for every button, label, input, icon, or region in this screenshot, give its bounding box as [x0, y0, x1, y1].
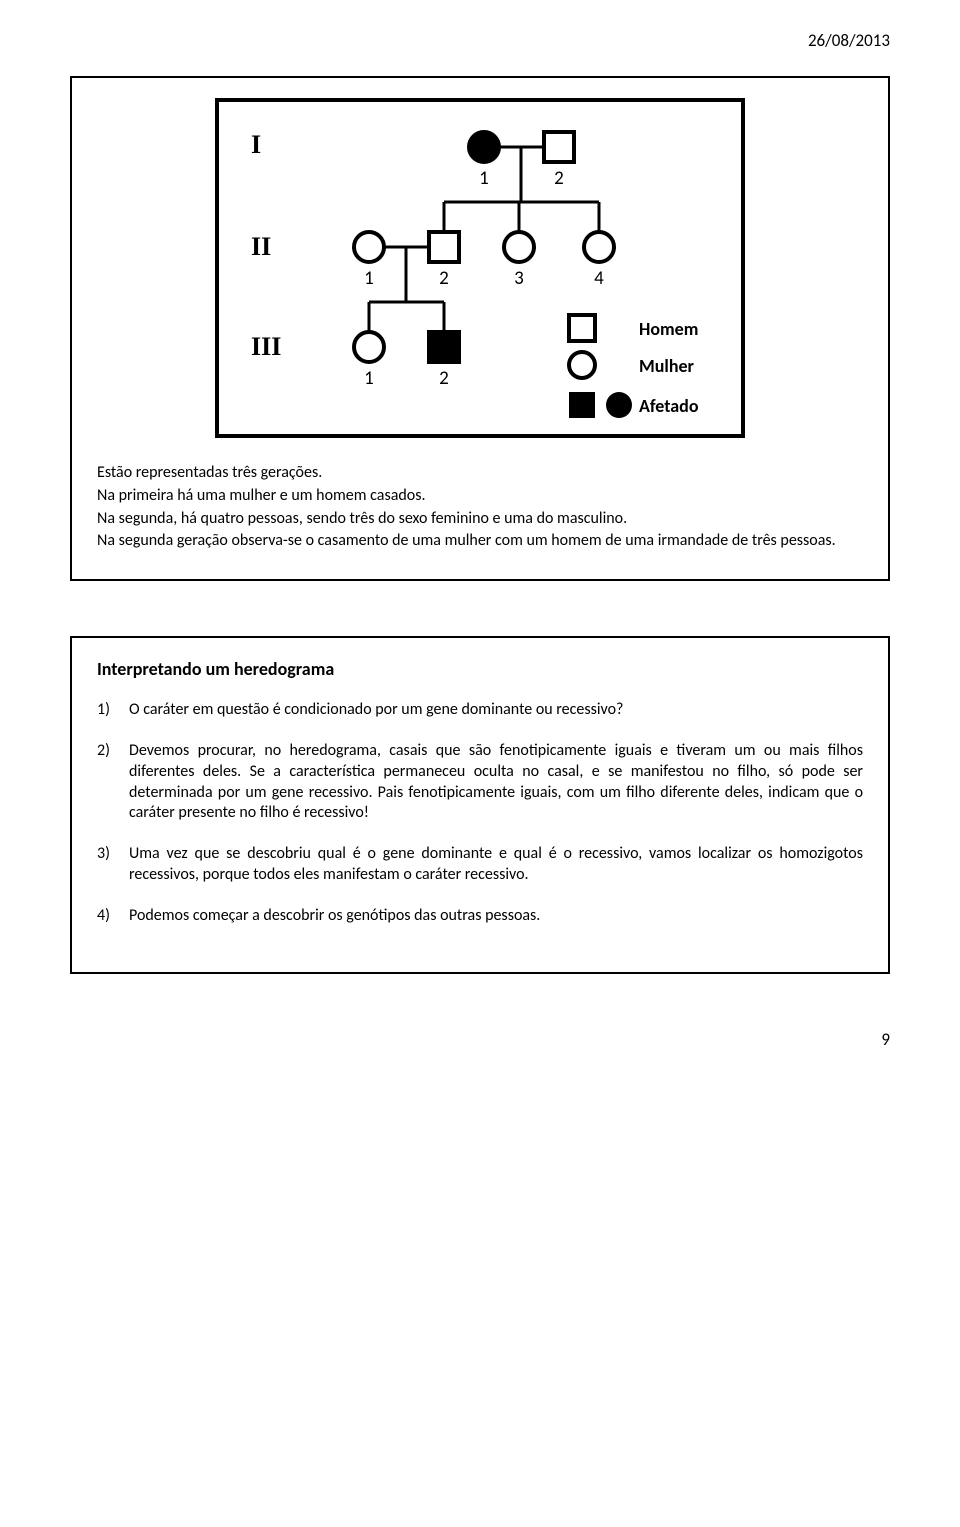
slide1-caption: Estão representadas três gerações. Na pr… [97, 463, 863, 552]
legend-male-label: Homem [639, 318, 698, 340]
node-iii-1 [354, 332, 384, 362]
legend-affected-circle [606, 392, 632, 418]
slide2-title: Interpretando um heredograma [97, 658, 863, 680]
diagram-container: I II III 1 2 [97, 98, 863, 438]
gen-label-3: III [251, 332, 281, 361]
legend-affected-label: Afetado [639, 395, 699, 417]
label-ii-4: 4 [594, 267, 604, 290]
legend-affected-square [569, 392, 595, 418]
legend-female-label: Mulher [639, 355, 695, 377]
label-iii-1: 1 [364, 367, 374, 390]
caption-line: Na primeira há uma mulher e um homem cas… [97, 486, 863, 507]
pedigree-frame: I II III 1 2 [215, 98, 745, 438]
node-ii-4 [584, 232, 614, 262]
caption-line: Estão representadas três gerações. [97, 463, 863, 484]
node-ii-3 [504, 232, 534, 262]
legend-female-icon [569, 352, 595, 378]
list-item: Uma vez que se descobriu qual é o gene d… [97, 844, 863, 886]
node-ii-2 [429, 232, 459, 262]
label-iii-2: 2 [439, 367, 449, 390]
gen-label-1: I [251, 130, 261, 159]
label-ii-2: 2 [439, 267, 449, 290]
label-ii-3: 3 [514, 267, 524, 290]
slide-2: Interpretando um heredograma O caráter e… [70, 636, 890, 973]
list-item: Devemos procurar, no heredograma, casais… [97, 741, 863, 824]
label-ii-1: 1 [364, 267, 374, 290]
gen-label-2: II [251, 232, 271, 261]
date-header: 26/08/2013 [70, 30, 890, 51]
node-iii-2 [429, 332, 459, 362]
legend-male-icon [569, 315, 595, 341]
node-ii-1 [354, 232, 384, 262]
label-i-2: 2 [554, 167, 564, 190]
caption-line: Na segunda geração observa-se o casament… [97, 531, 863, 552]
slide2-list: O caráter em questão é condicionado por … [97, 700, 863, 926]
caption-line: Na segunda, há quatro pessoas, sendo trê… [97, 509, 863, 530]
node-i-2 [544, 132, 574, 162]
node-i-1 [469, 132, 499, 162]
slide-1: I II III 1 2 [70, 76, 890, 581]
page-number: 9 [70, 1029, 890, 1050]
list-item: Podemos começar a descobrir os genótipos… [97, 906, 863, 927]
pedigree-diagram: I II III 1 2 [239, 117, 729, 427]
label-i-1: 1 [479, 167, 489, 190]
list-item: O caráter em questão é condicionado por … [97, 700, 863, 721]
